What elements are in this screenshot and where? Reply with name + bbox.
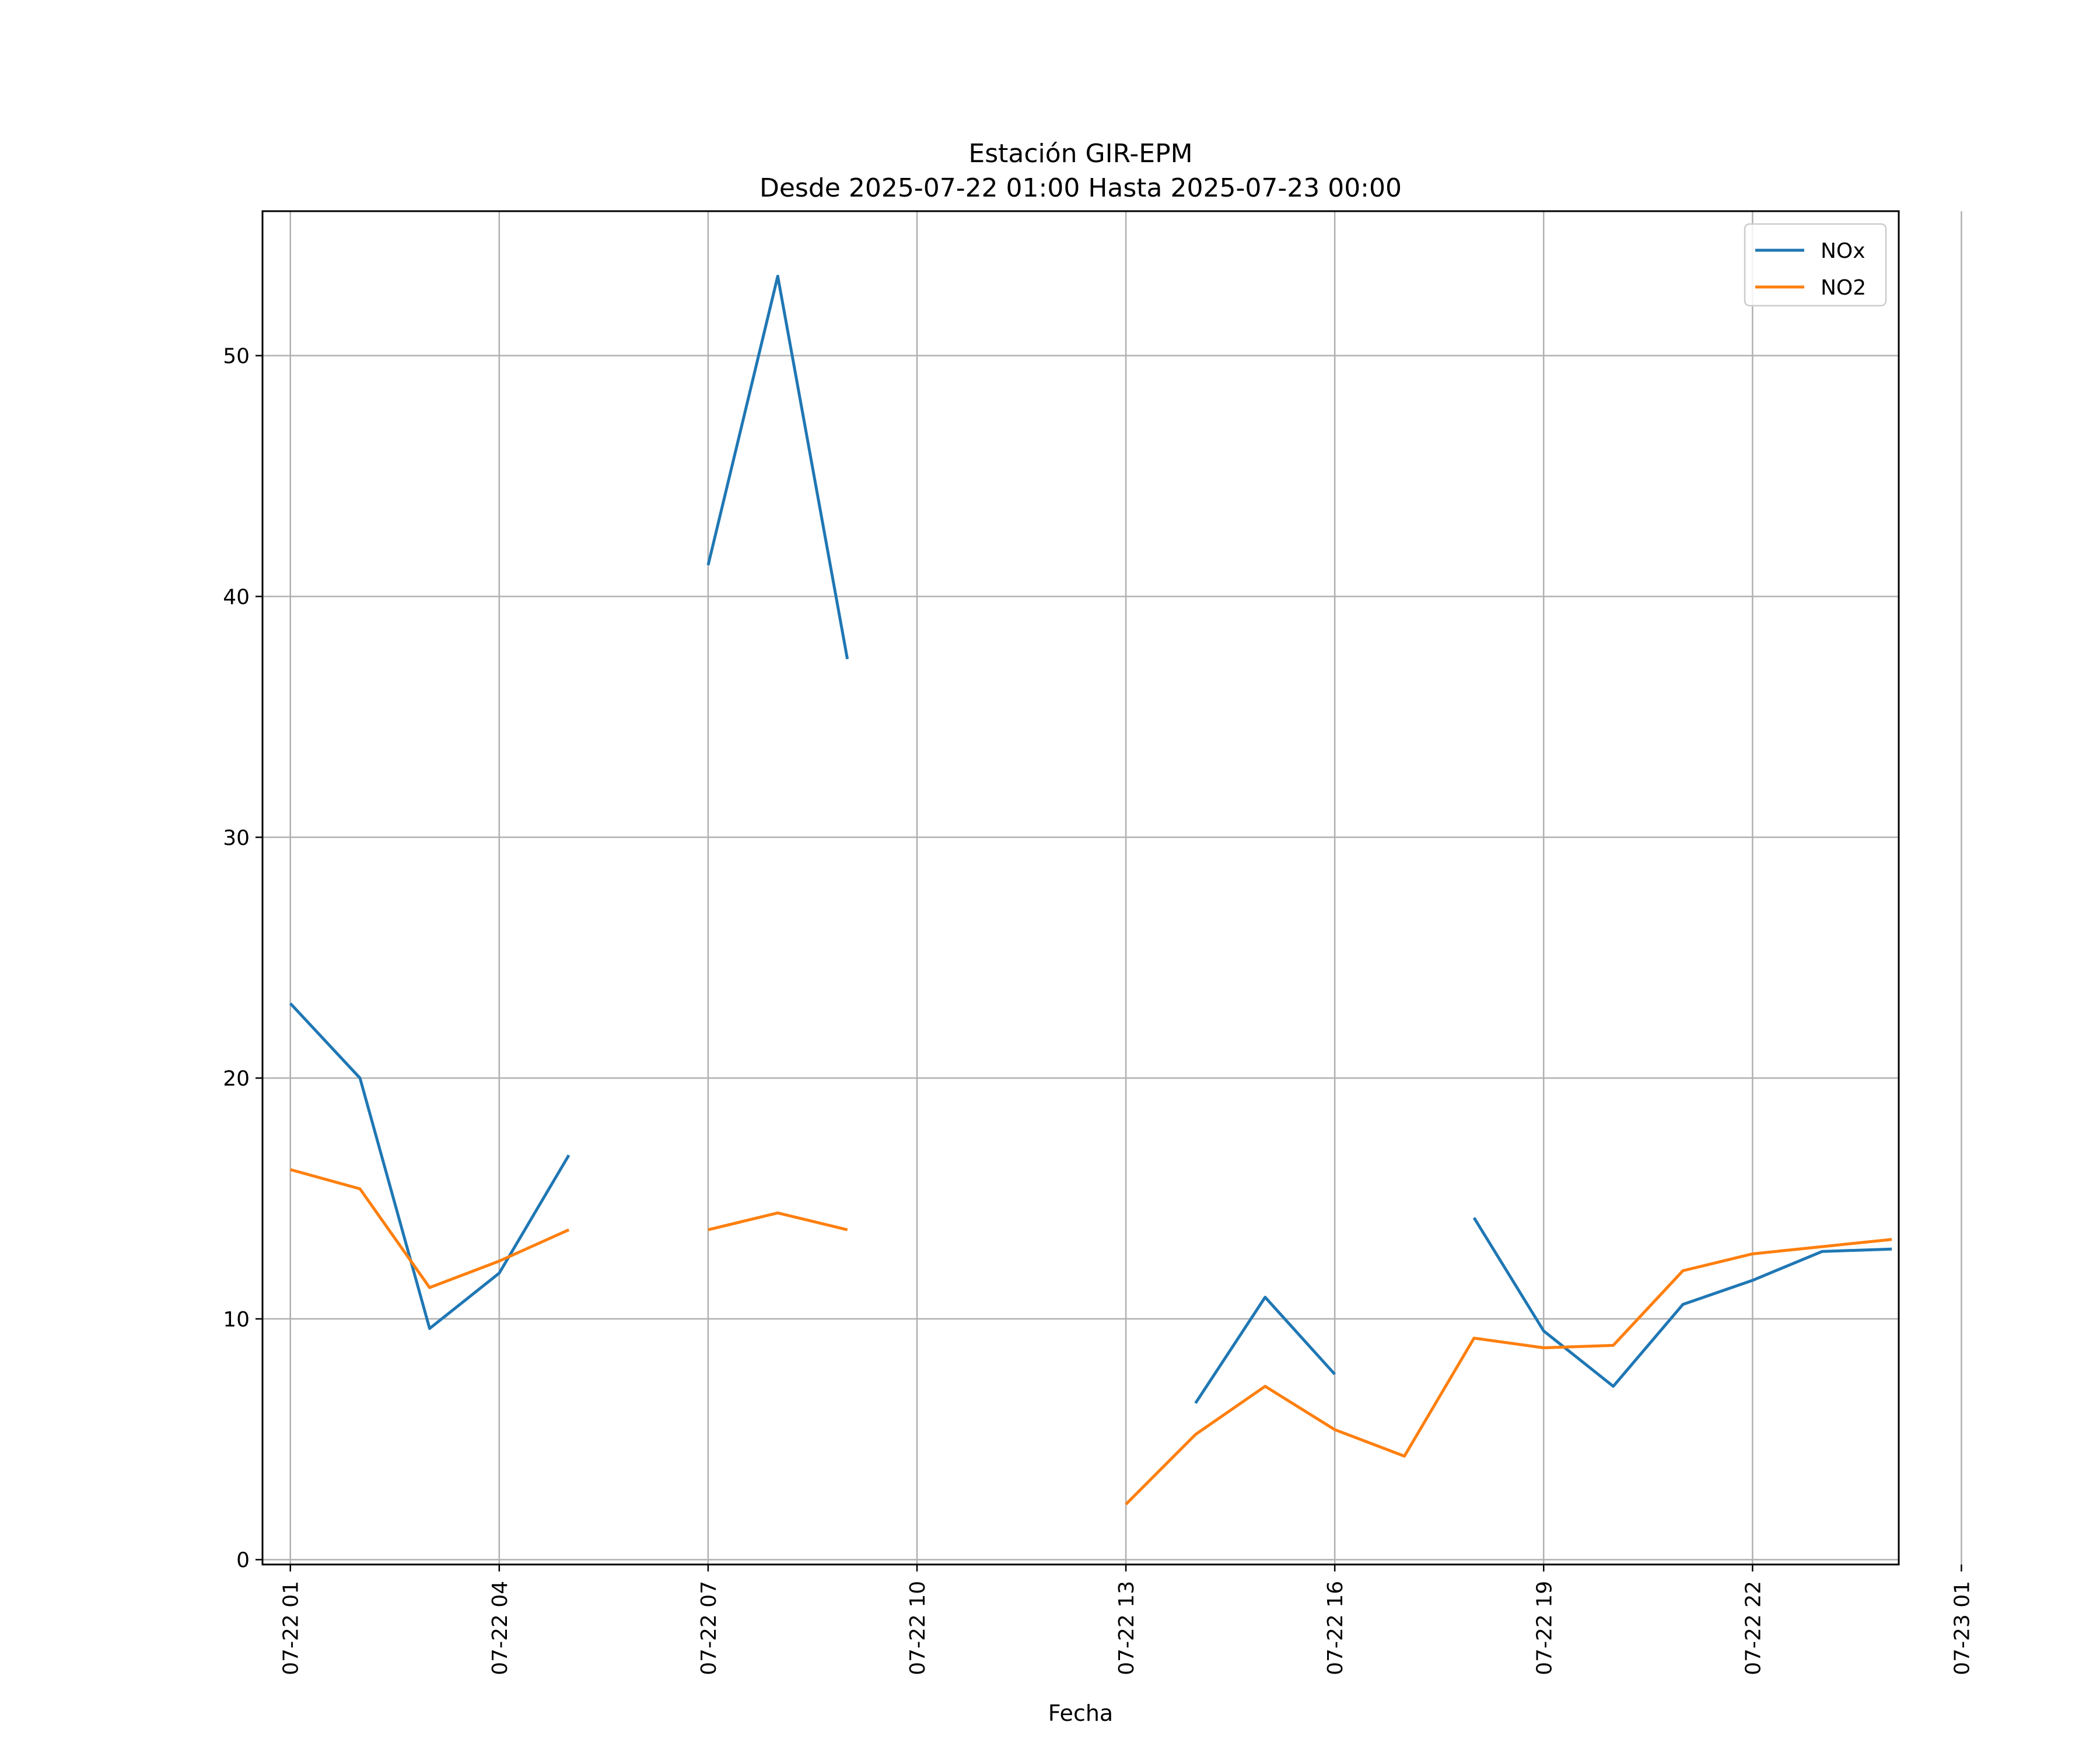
x-tick-label: 07-22 22 [1741,1581,1765,1675]
legend-box [1744,223,1887,307]
chart-title: Estación GIR-EPM [968,139,1192,169]
y-tick-label: 0 [236,1549,250,1573]
legend: NOx NO2 [1744,223,1887,307]
x-axis: 07-22 01 07-22 04 07-22 07 07-22 10 07-22 13… [279,1564,1974,1675]
y-tick-label: 30 [223,826,250,850]
legend-label-no2: NO2 [1821,276,1866,300]
series-line-nox [706,274,849,660]
y-tick-label: 20 [223,1067,250,1091]
series-no2 [290,1168,1892,1506]
series-lines [289,274,1892,1506]
y-tick-label: 10 [223,1308,250,1332]
series-line-nox [289,1002,570,1330]
x-tick-label: 07-22 07 [697,1581,721,1675]
series-line-no2 [1125,1238,1892,1506]
series-line-nox [1194,1296,1336,1404]
series-nox [289,274,1892,1404]
plot-frame [261,210,1900,1566]
x-tick-label: 07-22 13 [1115,1581,1139,1675]
grid [262,211,1962,1564]
y-axis: 0 10 20 30 40 50 [223,345,262,1573]
series-line-nox [1472,1217,1892,1388]
x-tick-label: 07-22 19 [1532,1581,1556,1675]
legend-label-nox: NOx [1821,239,1866,263]
x-tick-label: 07-23 01 [1950,1581,1974,1675]
y-tick-label: 50 [223,345,250,369]
x-tick-label: 07-22 16 [1324,1581,1348,1675]
series-line-no2 [290,1168,570,1289]
chart-subtitle: Desde 2025-07-22 01:00 Hasta 2025-07-23 … [760,173,1402,203]
x-axis-label: Fecha [1048,1700,1113,1726]
y-tick-label: 40 [223,585,250,609]
x-tick-label: 07-22 10 [906,1581,930,1675]
x-tick-label: 07-22 01 [279,1581,303,1675]
series-line-no2 [708,1211,848,1231]
x-tick-label: 07-22 04 [488,1581,512,1675]
